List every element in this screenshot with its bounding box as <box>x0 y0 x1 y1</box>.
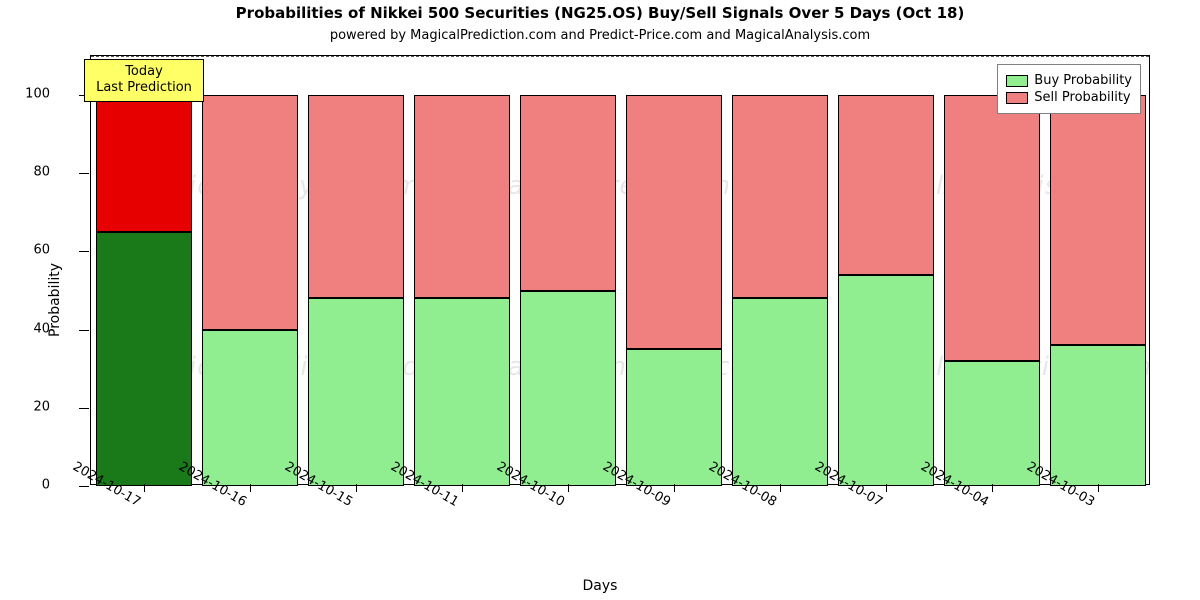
y-tick-label: 60 <box>0 243 50 258</box>
x-tick <box>886 484 887 492</box>
plot-area: MagicalPrediction.comMagicalAnalysis.com… <box>90 55 1150 485</box>
x-tick <box>144 484 145 492</box>
annotation-line2: Last Prediction <box>96 80 192 95</box>
legend-label: Sell Probability <box>1034 90 1130 105</box>
bar-sell <box>202 95 297 330</box>
y-tick-label: 20 <box>0 399 50 414</box>
bar-sell <box>96 95 191 232</box>
legend-label: Buy Probability <box>1034 73 1132 88</box>
x-tick <box>462 484 463 492</box>
bar-sell <box>308 95 403 298</box>
dashed-reference-line <box>91 56 1149 57</box>
today-annotation: Today Last Prediction <box>84 59 204 102</box>
x-tick <box>356 484 357 492</box>
x-tick <box>250 484 251 492</box>
legend-swatch <box>1006 92 1028 104</box>
x-tick <box>992 484 993 492</box>
chart-title: Probabilities of Nikkei 500 Securities (… <box>0 4 1200 22</box>
bar-sell <box>1050 95 1145 345</box>
legend-swatch <box>1006 75 1028 87</box>
x-tick <box>780 484 781 492</box>
bar-sell <box>414 95 509 298</box>
x-tick <box>674 484 675 492</box>
y-tick <box>79 486 89 487</box>
legend-entry-sell: Sell Probability <box>1006 90 1132 105</box>
y-tick <box>79 251 89 252</box>
y-tick-label: 100 <box>0 87 50 102</box>
annotation-line1: Today <box>125 64 163 79</box>
bar-sell <box>944 95 1039 361</box>
bar-buy <box>838 275 933 486</box>
x-axis-label: Days <box>0 578 1200 594</box>
x-tick <box>568 484 569 492</box>
bar-sell <box>838 95 933 275</box>
bar-sell <box>626 95 721 349</box>
legend-entry-buy: Buy Probability <box>1006 73 1132 88</box>
y-tick-label: 0 <box>0 478 50 493</box>
y-tick-label: 40 <box>0 321 50 336</box>
bar-sell <box>520 95 615 290</box>
legend: Buy Probability Sell Probability <box>997 64 1141 114</box>
x-tick <box>1098 484 1099 492</box>
y-tick <box>79 330 89 331</box>
bar-sell <box>732 95 827 298</box>
y-tick <box>79 408 89 409</box>
chart-subtitle: powered by MagicalPrediction.com and Pre… <box>0 28 1200 43</box>
bar-buy <box>1050 345 1145 486</box>
y-tick-label: 80 <box>0 165 50 180</box>
y-tick <box>79 173 89 174</box>
figure: Probabilities of Nikkei 500 Securities (… <box>0 0 1200 600</box>
bar-buy <box>96 232 191 486</box>
